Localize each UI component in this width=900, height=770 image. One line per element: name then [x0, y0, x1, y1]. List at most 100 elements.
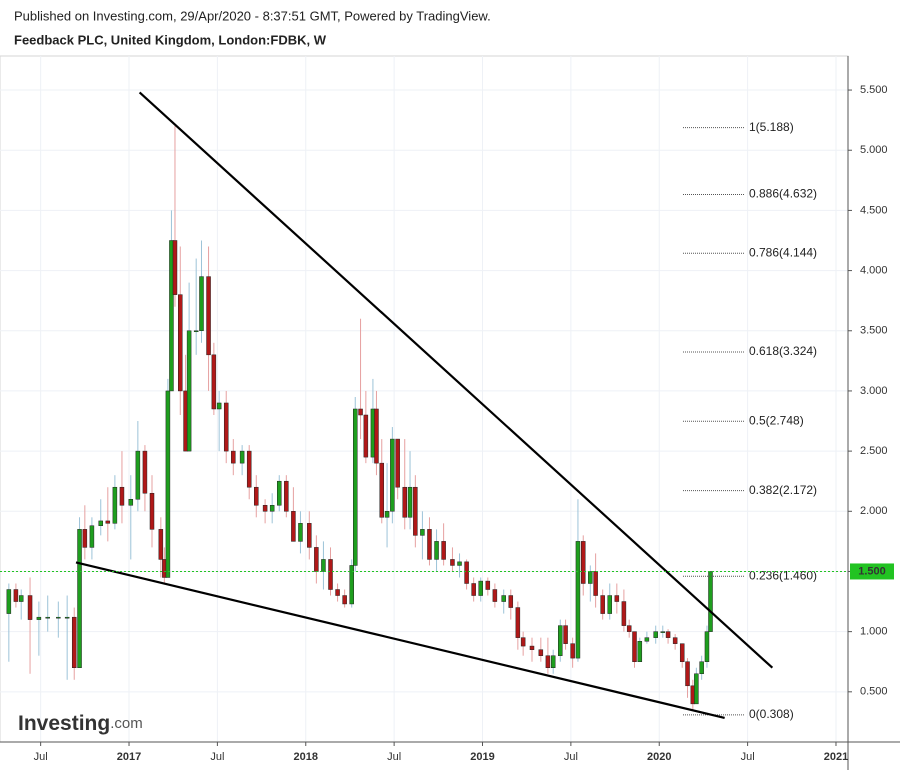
candle-body — [588, 571, 593, 584]
candle-body — [427, 529, 432, 560]
x-tick-label: Jul — [387, 751, 401, 763]
last-price-box — [850, 563, 894, 580]
candle-body — [614, 595, 620, 602]
fib-label: 0.5(2.748) — [749, 413, 804, 427]
watermark-suffix: .com — [110, 715, 143, 732]
x-tick-label: 2017 — [117, 751, 141, 763]
watermark: Investing.com — [18, 712, 143, 735]
candle-body — [142, 450, 148, 494]
candle-body — [520, 637, 526, 647]
candle-body — [679, 643, 685, 662]
y-tick-label: 1.000 — [860, 626, 888, 638]
candle-body — [570, 643, 575, 659]
candle-body — [632, 631, 637, 662]
y-tick-label: 5.500 — [860, 84, 888, 96]
candle-body — [328, 559, 333, 590]
candle-body — [223, 402, 229, 452]
candle-body — [186, 330, 192, 452]
candle-body — [178, 294, 183, 392]
candle-body — [135, 450, 141, 500]
candle-body — [379, 462, 385, 518]
candle-body — [172, 240, 178, 295]
candle-body — [464, 561, 469, 584]
candle-body — [169, 240, 174, 392]
candle-body — [395, 438, 400, 488]
candle-body — [685, 661, 690, 687]
candle-body — [420, 529, 425, 536]
candle-body — [193, 330, 199, 333]
candle-body — [307, 523, 312, 548]
candle-body — [298, 523, 303, 542]
candle-body — [637, 641, 643, 662]
candle-body — [508, 595, 514, 608]
candle-body — [71, 616, 77, 668]
x-tick-label: Jul — [741, 751, 755, 763]
candle-body — [653, 631, 658, 638]
candle-body — [529, 645, 535, 650]
candle-body — [492, 589, 498, 602]
y-tick-label: 4.000 — [860, 264, 888, 276]
candle-body — [89, 525, 95, 548]
candle-body — [105, 520, 111, 524]
candle-body — [550, 655, 556, 668]
y-tick-label: 4.500 — [860, 204, 888, 216]
candle-body — [45, 616, 50, 619]
fib-label: 1(5.188) — [749, 120, 794, 134]
candle-body — [434, 541, 439, 560]
candle-body — [441, 541, 446, 560]
x-tick-label: 2020 — [647, 751, 671, 763]
candle-body — [269, 505, 275, 512]
trendline — [138, 91, 774, 669]
candle-body — [545, 655, 551, 668]
candle-body — [580, 541, 586, 584]
candle-body — [593, 571, 598, 596]
candle-body — [607, 595, 613, 614]
candle-body — [77, 529, 82, 668]
candle-body — [374, 408, 379, 464]
candle-body — [211, 354, 217, 410]
fib-label: 0(0.308) — [749, 707, 794, 721]
candle-body — [149, 492, 155, 530]
chart-title: Feedback PLC, United Kingdom, London:FDB… — [14, 32, 327, 47]
candle-body — [82, 529, 88, 548]
candle-body — [165, 390, 171, 578]
candle-body — [563, 625, 568, 644]
candle-body — [538, 649, 544, 656]
candle-body — [335, 589, 340, 596]
candle-body — [56, 616, 61, 619]
candle-body — [672, 637, 678, 644]
candle-body — [515, 607, 521, 638]
candle-body — [254, 486, 259, 506]
candle-body — [36, 616, 42, 620]
fib-label: 0.236(1.460) — [749, 568, 817, 582]
candle-body — [471, 583, 476, 596]
candle-body — [18, 595, 24, 602]
candle-body — [600, 595, 605, 614]
candle-body — [485, 580, 491, 590]
candle-body — [262, 505, 268, 512]
candle-body — [644, 637, 650, 642]
candle-body — [352, 408, 358, 566]
x-tick-label: 2019 — [470, 751, 494, 763]
candle-body — [199, 276, 204, 332]
candle-body — [291, 511, 296, 542]
candle-body — [390, 438, 395, 512]
candle-body — [478, 580, 483, 596]
candle-body — [27, 595, 33, 620]
last-price-label: 1.500 — [858, 565, 886, 577]
candle-body — [407, 486, 413, 518]
candle-body — [13, 589, 19, 602]
y-tick-label: 3.000 — [860, 385, 888, 397]
candle-body — [665, 631, 671, 638]
candle-body — [239, 450, 245, 464]
candle-body — [314, 547, 319, 572]
header: Published on Investing.com, 29/Apr/2020 … — [14, 8, 491, 23]
candle-body — [457, 561, 462, 566]
candle-body — [321, 559, 326, 572]
candle-body — [708, 571, 713, 632]
x-tick-label: Jul — [564, 751, 578, 763]
candle-body — [349, 565, 354, 605]
candle-body — [699, 661, 704, 675]
fib-label: 0.382(2.172) — [749, 483, 817, 497]
